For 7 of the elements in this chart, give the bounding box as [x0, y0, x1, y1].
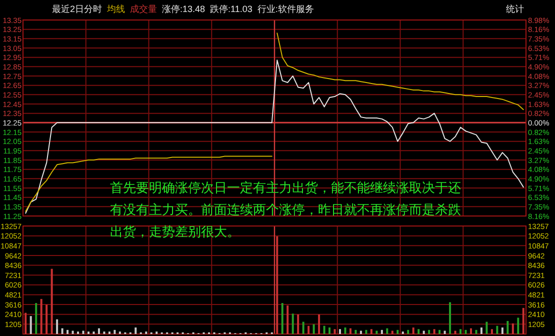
text: 成交量	[130, 4, 158, 14]
chart-title: 最近2日分时	[52, 4, 102, 14]
text: 统计	[506, 4, 524, 14]
text: 跌停:11.03	[210, 4, 252, 14]
text: 均线	[106, 4, 126, 14]
text: 涨停:13.48	[162, 4, 206, 14]
text: 行业:软件服务	[257, 4, 314, 14]
